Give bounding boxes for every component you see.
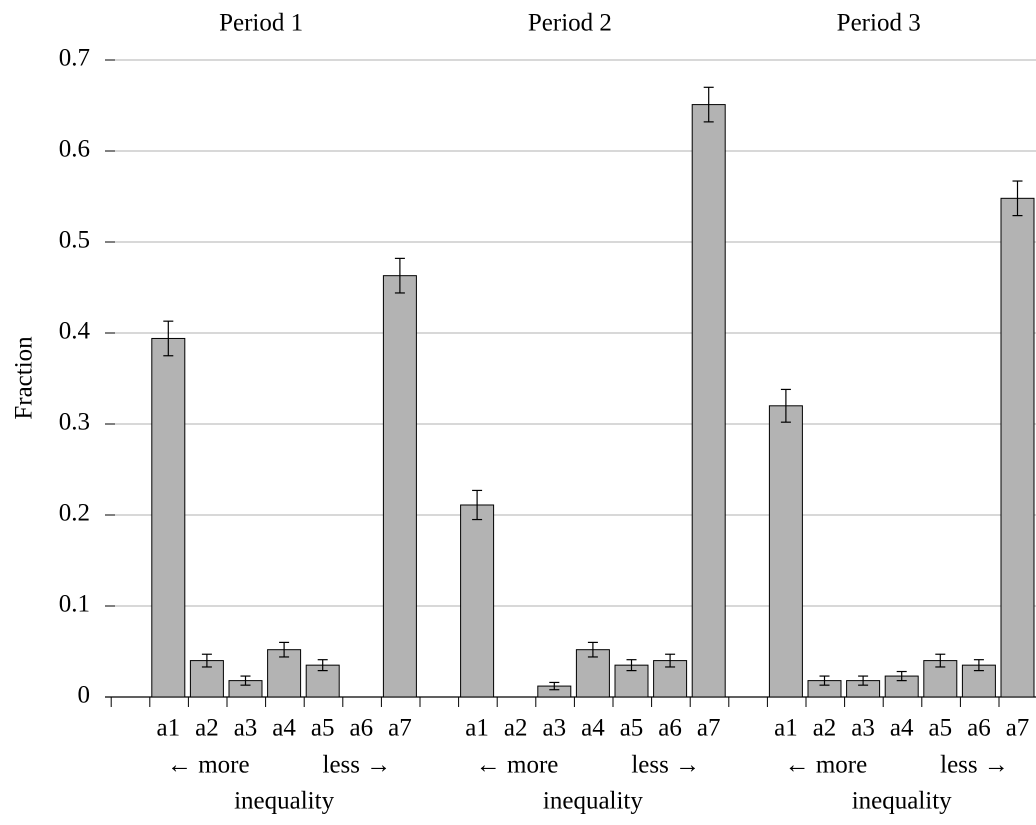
y-tick-label: 0.4 [59, 318, 91, 345]
bar [267, 649, 302, 698]
y-tick-label: 0.7 [59, 45, 90, 72]
group-title: Period 3 [837, 10, 921, 37]
x-tick-label: a4 [272, 715, 296, 742]
x-tick-label: a5 [311, 715, 335, 742]
bar [653, 660, 688, 698]
x-tick-label: a4 [581, 715, 605, 742]
x-tick-label: a1 [156, 715, 180, 742]
annotation: ← more [785, 752, 868, 779]
x-tick-label: a7 [697, 715, 721, 742]
annotation: ← more [167, 752, 250, 779]
bar [768, 405, 803, 698]
bar [460, 504, 495, 698]
annotation: inequality [852, 788, 952, 815]
x-tick-label: a6 [967, 715, 991, 742]
annotation: less → [631, 752, 700, 779]
x-tick-label: a3 [851, 715, 875, 742]
y-tick-label: 0 [78, 682, 91, 709]
x-tick-label: a3 [542, 715, 566, 742]
bar [382, 275, 417, 698]
group-title: Period 2 [528, 10, 612, 37]
group-title: Period 1 [219, 10, 303, 37]
y-axis-label: Fraction [11, 336, 38, 420]
x-tick-label: a7 [1006, 715, 1030, 742]
x-tick-label: a7 [388, 715, 412, 742]
annotation: ← more [476, 752, 559, 779]
y-tick-label: 0.1 [59, 591, 90, 618]
bar [1000, 197, 1035, 698]
y-tick-label: 0.6 [59, 136, 90, 163]
y-tick-label: 0.3 [59, 409, 90, 436]
x-tick-label: a5 [620, 715, 644, 742]
annotation: less → [323, 752, 392, 779]
bar [151, 337, 186, 698]
annotation: inequality [543, 788, 643, 815]
x-tick-label: a2 [813, 715, 837, 742]
bar [691, 104, 726, 698]
x-tick-label: a6 [349, 715, 373, 742]
y-tick-label: 0.5 [59, 227, 90, 254]
x-tick-label: a1 [774, 715, 798, 742]
x-tick-label: a6 [658, 715, 682, 742]
y-tick-label: 0.2 [59, 500, 90, 527]
x-tick-label: a2 [504, 715, 528, 742]
x-tick-label: a5 [928, 715, 952, 742]
x-tick-label: a2 [195, 715, 219, 742]
x-tick-label: a4 [890, 715, 914, 742]
x-tick-label: a3 [234, 715, 258, 742]
annotation: less → [940, 752, 1009, 779]
annotation: inequality [234, 788, 334, 815]
x-tick-label: a1 [465, 715, 489, 742]
